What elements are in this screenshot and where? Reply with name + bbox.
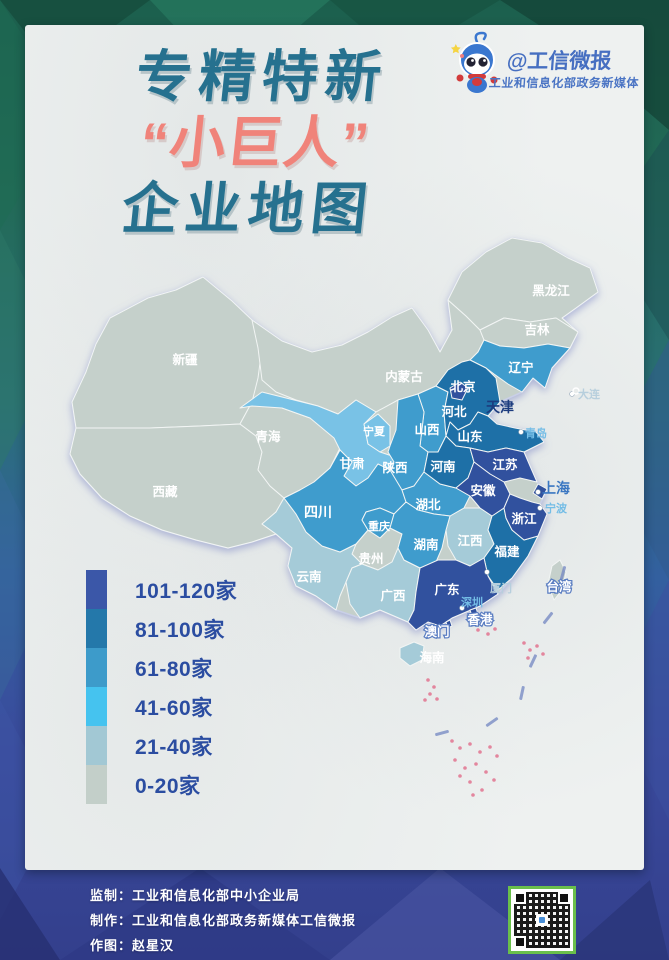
qr-code bbox=[508, 886, 576, 954]
title-line-3: 企业地图 bbox=[118, 177, 378, 240]
credit-producer: 制作：工业和信息化部政务新媒体工信微报 bbox=[90, 913, 357, 928]
legend-item-2: 61-80家 bbox=[86, 648, 237, 687]
legend-label: 41-60家 bbox=[135, 696, 213, 720]
legend-swatch bbox=[86, 648, 107, 687]
account-handle: @工信微报 bbox=[506, 50, 613, 73]
qr-finder-icon bbox=[558, 892, 570, 904]
legend-label: 21-40家 bbox=[135, 735, 213, 759]
credit-supervisor: 监制：工业和信息化部中小企业局 bbox=[90, 888, 301, 903]
title-line-1: 专精特新 bbox=[132, 45, 392, 108]
legend-item-5: 0-20家 bbox=[86, 765, 237, 804]
legend-item-4: 21-40家 bbox=[86, 726, 237, 765]
legend-item-1: 81-100家 bbox=[86, 609, 237, 648]
account-subtitle: 工业和信息化部政务新媒体 bbox=[488, 76, 640, 90]
qr-pattern bbox=[514, 892, 570, 948]
credits: 监制：工业和信息化部中小企业局 制作：工业和信息化部政务新媒体工信微报 作图：赵… bbox=[90, 883, 356, 958]
legend-swatch bbox=[86, 765, 107, 804]
title-line-2: “小巨人” bbox=[137, 111, 373, 174]
credit-illustrator: 作图：赵星汉 bbox=[90, 938, 175, 953]
legend-label: 61-80家 bbox=[135, 657, 213, 681]
map-legend: 101-120家 81-100家 61-80家 41-60家 21-40家 0-20家 bbox=[86, 570, 237, 804]
legend-item-3: 41-60家 bbox=[86, 687, 237, 726]
gongxin-mascot-icon bbox=[450, 31, 498, 93]
qr-logo-icon bbox=[536, 914, 548, 926]
legend-swatch bbox=[86, 687, 107, 726]
legend-swatch bbox=[86, 609, 107, 648]
legend-item-0: 101-120家 bbox=[86, 570, 237, 609]
legend-label: 81-100家 bbox=[135, 618, 225, 642]
poster-title: 专精特新 “小巨人” 企业地图 bbox=[60, 44, 451, 242]
legend-label: 101-120家 bbox=[135, 579, 238, 603]
qr-finder-icon bbox=[514, 936, 526, 948]
qr-finder-icon bbox=[514, 892, 526, 904]
legend-swatch bbox=[86, 570, 107, 609]
legend-swatch bbox=[86, 726, 107, 765]
legend-label: 0-20家 bbox=[135, 774, 201, 798]
